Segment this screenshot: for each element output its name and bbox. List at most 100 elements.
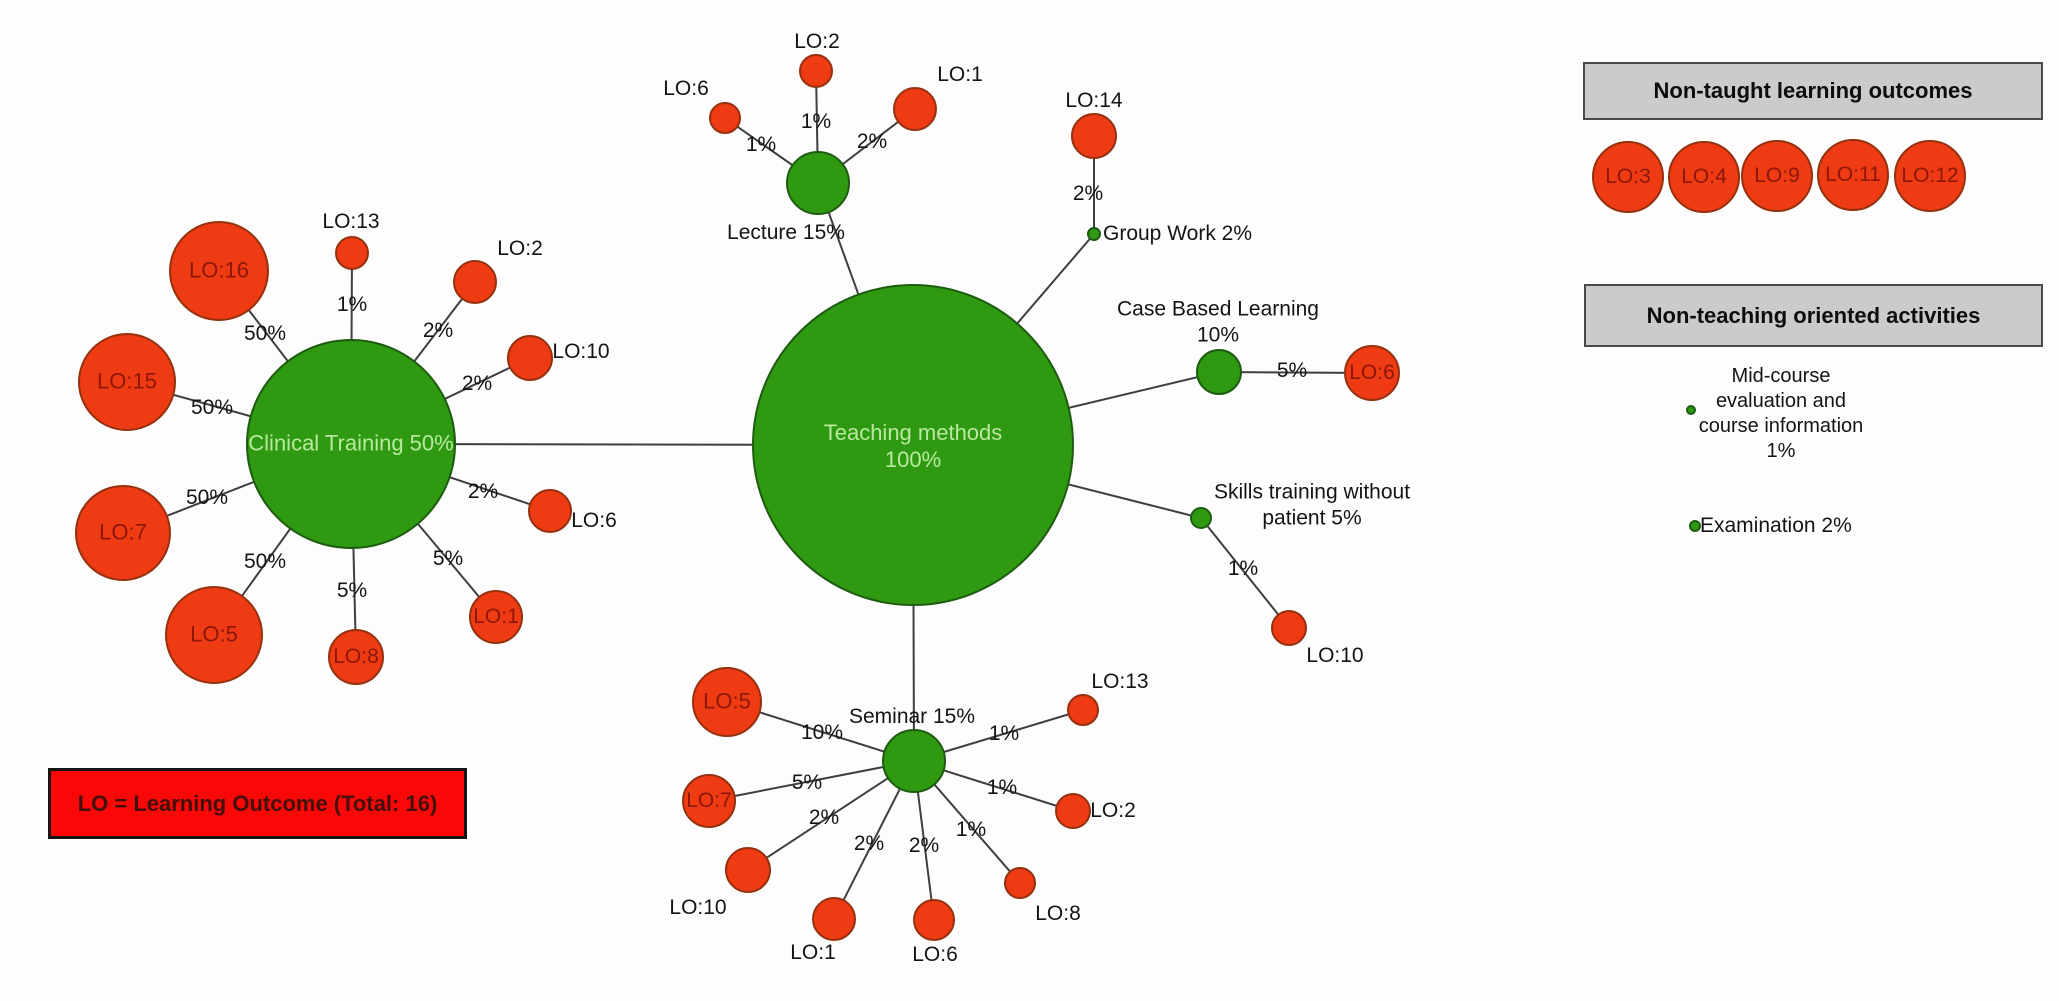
legend-lo4-label: LO:4 <box>1681 165 1727 189</box>
node-clinical-lo13 <box>335 236 369 270</box>
lecture-lo6-pct: 1% <box>745 133 777 157</box>
clinical-lo10-pct: 2% <box>461 372 493 396</box>
node-skills-lo10 <box>1271 610 1307 646</box>
skills-training-label: Skills training without patient 5% <box>1213 480 1411 529</box>
seminar-lo8-label: LO:8 <box>1035 902 1081 926</box>
groupwork-lo14-pct: 2% <box>1072 182 1104 206</box>
seminar-lo10-pct: 2% <box>808 806 840 830</box>
seminar-lo2-pct: 1% <box>986 776 1018 800</box>
clinical-lo2-pct: 2% <box>422 319 454 343</box>
node-lecture <box>786 151 850 215</box>
node-legend-lo11 <box>1817 139 1889 211</box>
clinical-lo15-label: LO:15 <box>97 368 157 394</box>
seminar-lo5-label: LO:5 <box>703 688 751 714</box>
legend-lo9-label: LO:9 <box>1754 164 1800 188</box>
node-seminar-lo1 <box>812 897 856 941</box>
node-legend-lo9 <box>1741 140 1813 212</box>
seminar-lo13-pct: 1% <box>988 722 1020 746</box>
non-taught-legend-title: Non-taught learning outcomes <box>1653 78 1973 103</box>
clinical-lo16-pct: 50% <box>243 322 287 346</box>
clinical-lo15-pct: 50% <box>190 396 234 420</box>
clinical-lo1-pct: 5% <box>432 547 464 571</box>
node-seminar-lo8 <box>1004 867 1036 899</box>
clinical-lo5-label: LO:5 <box>190 621 238 647</box>
edges-seminar <box>708 701 1084 921</box>
clinical-lo13-pct: 1% <box>336 293 368 317</box>
clinical-lo1-label: LO:1 <box>473 605 519 629</box>
node-seminar-lo6 <box>913 899 955 941</box>
clinical-lo6-pct: 2% <box>467 480 499 504</box>
node-group-work <box>1087 227 1101 241</box>
node-cbl-lo6 <box>1344 345 1400 401</box>
node-clinical-training <box>246 339 456 549</box>
seminar-lo10-label: LO:10 <box>669 896 727 920</box>
node-seminar-lo2 <box>1055 793 1091 829</box>
clinical-lo10-label: LO:10 <box>552 340 610 364</box>
dot-examination <box>1689 520 1701 532</box>
node-seminar-lo5 <box>692 667 762 737</box>
seminar-lo7-pct: 5% <box>791 771 823 795</box>
clinical-training-label: Clinical Training 50% <box>248 430 454 456</box>
seminar-lo13-label: LO:13 <box>1091 670 1149 694</box>
node-lecture-lo2 <box>799 54 833 88</box>
cbl-lo6-pct: 5% <box>1276 359 1308 383</box>
case-based-learning-label: Case Based Learning 10% <box>1117 297 1319 346</box>
lecture-label: Lecture 15% <box>727 221 845 245</box>
legend-lo3-label: LO:3 <box>1605 165 1651 189</box>
node-legend-lo12 <box>1894 140 1966 212</box>
skills-lo10-pct: 1% <box>1227 557 1259 581</box>
non-teaching-legend-title: Non-teaching oriented activities <box>1646 302 1981 328</box>
seminar-lo8-pct: 1% <box>955 818 987 842</box>
clinical-lo7-label: LO:7 <box>99 519 147 545</box>
node-clinical-lo16 <box>169 221 269 321</box>
legend-lo11-label: LO:11 <box>1825 163 1881 187</box>
node-case-based-learning <box>1196 349 1242 395</box>
groupwork-lo14-label: LO:14 <box>1065 89 1123 113</box>
seminar-lo2-label: LO:2 <box>1090 799 1136 823</box>
clinical-lo2-label: LO:2 <box>497 237 543 261</box>
seminar-lo1-pct: 2% <box>853 832 885 856</box>
lecture-lo2-label: LO:2 <box>794 30 840 54</box>
node-clinical-lo1 <box>469 590 523 644</box>
lecture-lo1-pct: 2% <box>856 130 888 154</box>
lecture-lo1-label: LO:1 <box>937 63 983 87</box>
cbl-lo6-label: LO:6 <box>1349 361 1395 385</box>
lecture-lo2-pct: 1% <box>800 110 832 134</box>
node-legend-lo3 <box>1592 141 1664 213</box>
footnote-box: LO = Learning Outcome (Total: 16) <box>48 768 467 839</box>
examination-label: Examination 2% <box>1700 514 1852 538</box>
clinical-lo8-pct: 5% <box>336 579 368 603</box>
dot-mid-course-evaluation <box>1686 405 1696 415</box>
node-clinical-lo7 <box>75 485 171 581</box>
clinical-lo8-label: LO:8 <box>333 645 379 669</box>
seminar-lo6-label: LO:6 <box>912 943 958 967</box>
node-lecture-lo6 <box>709 102 741 134</box>
node-clinical-lo6 <box>528 489 572 533</box>
seminar-lo5-pct: 10% <box>800 721 844 745</box>
teaching-methods-label: Teaching methods 100% <box>823 420 1003 472</box>
lecture-lo6-label: LO:6 <box>663 77 709 101</box>
node-groupwork-lo14 <box>1071 113 1117 159</box>
non-teaching-legend-header: Non-teaching oriented activities <box>1584 284 2043 347</box>
clinical-lo13-label: LO:13 <box>322 210 380 234</box>
seminar-label: Seminar 15% <box>848 705 976 729</box>
node-legend-lo4 <box>1668 141 1740 213</box>
legend-lo12-label: LO:12 <box>1901 164 1959 188</box>
mid-course-evaluation-label: Mid-course evaluation and course informa… <box>1698 365 1864 462</box>
footnote-text: LO = Learning Outcome (Total: 16) <box>77 790 438 816</box>
node-seminar-lo7 <box>682 774 736 828</box>
seminar-lo7-label: LO:7 <box>686 789 732 813</box>
clinical-lo5-pct: 50% <box>243 550 287 574</box>
node-teaching-methods <box>752 284 1074 606</box>
node-clinical-lo8 <box>328 629 384 685</box>
node-seminar-lo13 <box>1067 694 1099 726</box>
node-seminar-lo10 <box>725 847 771 893</box>
node-lecture-lo1 <box>893 87 937 131</box>
node-clinical-lo15 <box>78 333 176 431</box>
node-skills-training <box>1190 507 1212 529</box>
clinical-lo6-label: LO:6 <box>571 509 617 533</box>
non-taught-legend-header: Non-taught learning outcomes <box>1583 62 2043 120</box>
node-clinical-lo2 <box>453 260 497 304</box>
